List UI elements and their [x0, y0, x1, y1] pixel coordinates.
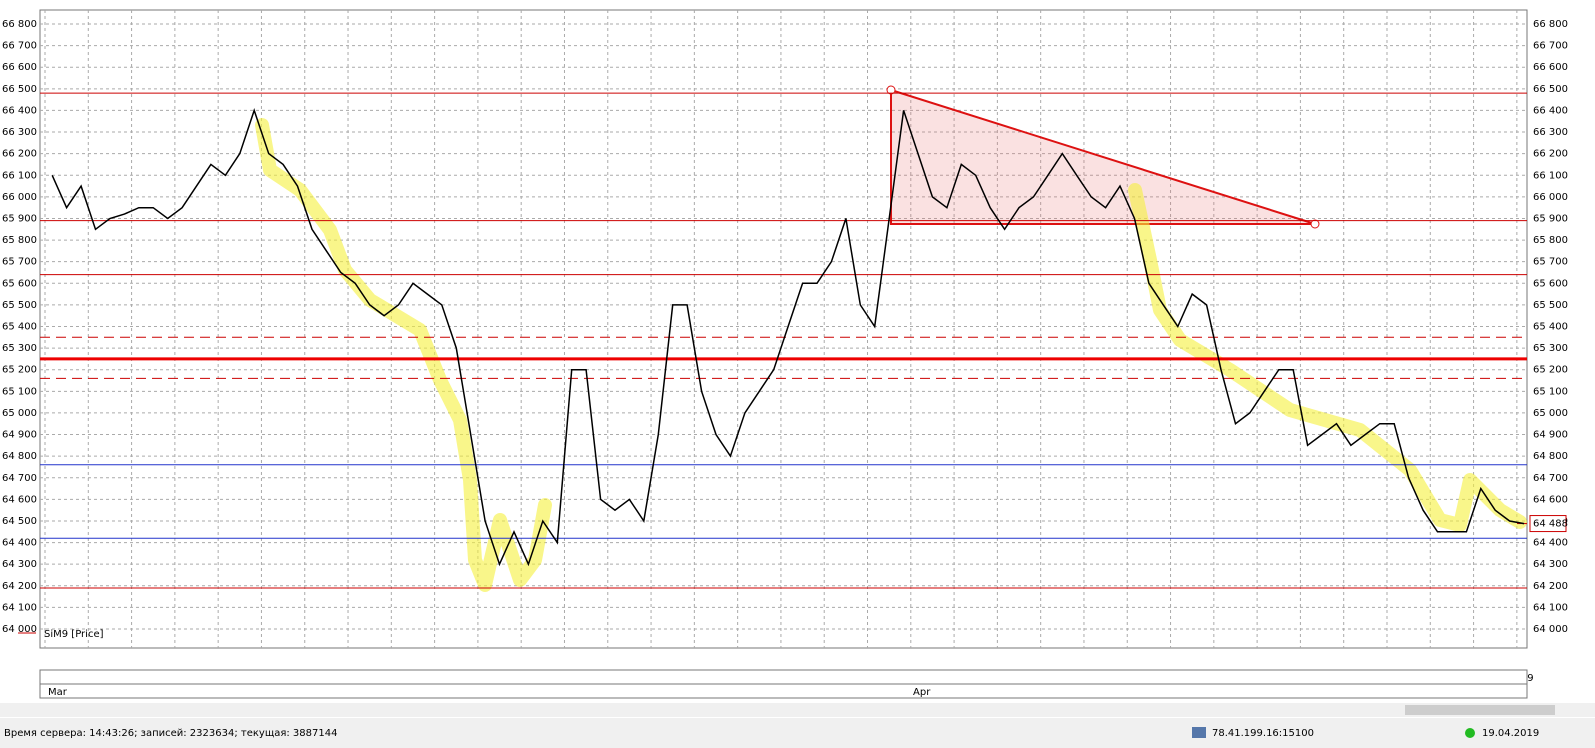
price-line — [51, 108, 1525, 567]
scroll-thumb[interactable] — [1405, 705, 1555, 715]
y-tick-label: 66 300 — [1533, 127, 1568, 138]
y-tick-label: 66 200 — [1533, 149, 1568, 160]
y-tick-label: 65 000 — [1533, 408, 1568, 419]
y-tick-label: 65 600 — [2, 278, 37, 289]
plot-frame — [39, 9, 1528, 649]
drawing-handle[interactable] — [886, 85, 896, 95]
status-address: 78.41.199.16:15100 — [1212, 728, 1314, 739]
status-server: Время сервера: 14:43:26; записей: 232363… — [4, 728, 337, 739]
y-tick-label: 66 300 — [2, 127, 37, 138]
y-tick-label: 65 200 — [1533, 365, 1568, 376]
y-tick-label: 65 900 — [1533, 213, 1568, 224]
y-tick-label: 65 700 — [2, 257, 37, 268]
y-tick-label: 64 400 — [1533, 538, 1568, 549]
y-tick-label: 64 900 — [1533, 430, 1568, 441]
y-tick-label: 65 800 — [1533, 235, 1568, 246]
y-tick-label: 66 100 — [1533, 170, 1568, 181]
connection-indicator — [1465, 728, 1475, 738]
last-price-label: 64 488 — [1533, 519, 1568, 530]
y-tick-label: 66 100 — [2, 170, 37, 181]
y-tick-label: 66 700 — [2, 41, 37, 52]
y-tick-label: 66 200 — [2, 149, 37, 160]
y-tick-label: 64 000 — [1533, 624, 1568, 635]
y-tick-label: 64 300 — [2, 559, 37, 570]
y-tick-label: 65 300 — [1533, 343, 1568, 354]
drawing-handle[interactable] — [1310, 219, 1320, 229]
status-date: 19.04.2019 — [1482, 728, 1539, 739]
y-tick-label: 64 300 — [1533, 559, 1568, 570]
y-tick-label: 64 700 — [2, 473, 37, 484]
y-tick-label: 64 200 — [1533, 581, 1568, 592]
triangle-drawing[interactable] — [890, 88, 1316, 225]
y-tick-label: 64 400 — [2, 538, 37, 549]
legend-label: SiM9 [Price] — [44, 629, 104, 640]
last-price-box — [1529, 515, 1567, 533]
y-tick-label: 64 500 — [2, 516, 37, 527]
scrollbar[interactable] — [0, 703, 1595, 717]
highlight — [255, 118, 1527, 592]
y-tick-label: 65 400 — [1533, 322, 1568, 333]
y-tick-label: 64 600 — [2, 494, 37, 505]
y-tick-label: 65 600 — [1533, 278, 1568, 289]
y-tick-label: 66 500 — [2, 84, 37, 95]
y-tick-label: 64 100 — [2, 602, 37, 613]
y-tick-label: 66 600 — [2, 62, 37, 73]
y-tick-label: 64 100 — [1533, 602, 1568, 613]
month-label: Mar — [48, 687, 68, 698]
y-tick-label: 64 200 — [2, 581, 37, 592]
y-tick-label: 66 700 — [1533, 41, 1568, 52]
y-tick-label: 66 600 — [1533, 62, 1568, 73]
y-tick-label: 66 400 — [1533, 105, 1568, 116]
status-bar — [0, 718, 1595, 748]
y-tick-label: 65 500 — [1533, 300, 1568, 311]
y-tick-label: 65 500 — [2, 300, 37, 311]
y-tick-label: 65 700 — [1533, 257, 1568, 268]
y-tick-label: 66 800 — [1533, 19, 1568, 30]
y-tick-label: 65 400 — [2, 322, 37, 333]
y-tick-label: 64 600 — [1533, 494, 1568, 505]
y-tick-label: 65 900 — [2, 213, 37, 224]
y-tick-label: 65 800 — [2, 235, 37, 246]
y-tick-label: 64 800 — [2, 451, 37, 462]
y-tick-label: 64 800 — [1533, 451, 1568, 462]
y-tick-label: 64 000 — [2, 624, 37, 635]
y-tick-label: 66 000 — [1533, 192, 1568, 203]
y-tick-label: 65 100 — [2, 386, 37, 397]
month-label: Apr — [913, 687, 931, 698]
y-tick-label: 65 200 — [2, 365, 37, 376]
y-tick-label: 64 900 — [2, 430, 37, 441]
y-tick-label: 65 100 — [1533, 386, 1568, 397]
y-tick-label: 65 300 — [2, 343, 37, 354]
y-tick-label: 66 000 — [2, 192, 37, 203]
y-tick-label: 64 700 — [1533, 473, 1568, 484]
y-tick-label: 65 000 — [2, 408, 37, 419]
y-tick-label: 66 400 — [2, 105, 37, 116]
y-tick-label: 66 800 — [2, 19, 37, 30]
network-icon — [1192, 727, 1206, 738]
y-tick-label: 66 500 — [1533, 84, 1568, 95]
